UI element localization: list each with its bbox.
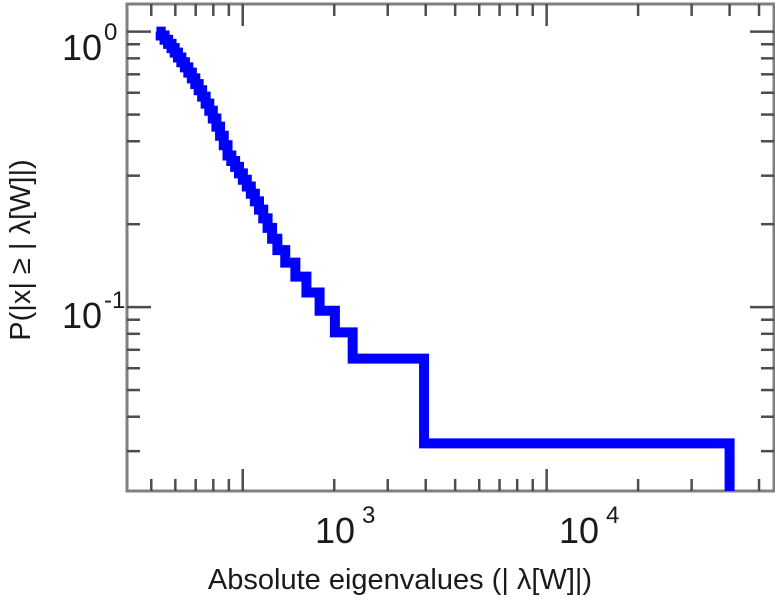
plot-frame — [125, 2, 775, 493]
x-tick-label-1-base: 10 — [315, 510, 355, 551]
x-axis-ticks — [150, 4, 761, 491]
ccdf-step-line — [155, 26, 735, 491]
y-tick-label-1-base: 10 — [62, 27, 102, 68]
y-tick-label-2-base: 10 — [62, 295, 102, 336]
x-tick-label-2-exponent: 4 — [606, 502, 619, 529]
y-axis-title: P(|x| ≥ | λ[W]|) — [5, 159, 37, 340]
x-axis-title: Absolute eigenvalues (| λ[W]|) — [208, 564, 592, 596]
y-tick-label-2-exponent: -1 — [104, 287, 125, 314]
y-tick-labels: 10 0 10 -1 — [62, 19, 125, 336]
plot-area-border — [125, 2, 775, 493]
data-series-group — [155, 26, 735, 491]
x-tick-label-2-base: 10 — [559, 510, 599, 551]
x-tick-label-1-exponent: 3 — [362, 502, 375, 529]
y-axis-ticks — [127, 30, 774, 453]
y-tick-label-1-exponent: 0 — [104, 19, 117, 46]
x-tick-labels: 10 3 10 4 — [315, 502, 619, 551]
